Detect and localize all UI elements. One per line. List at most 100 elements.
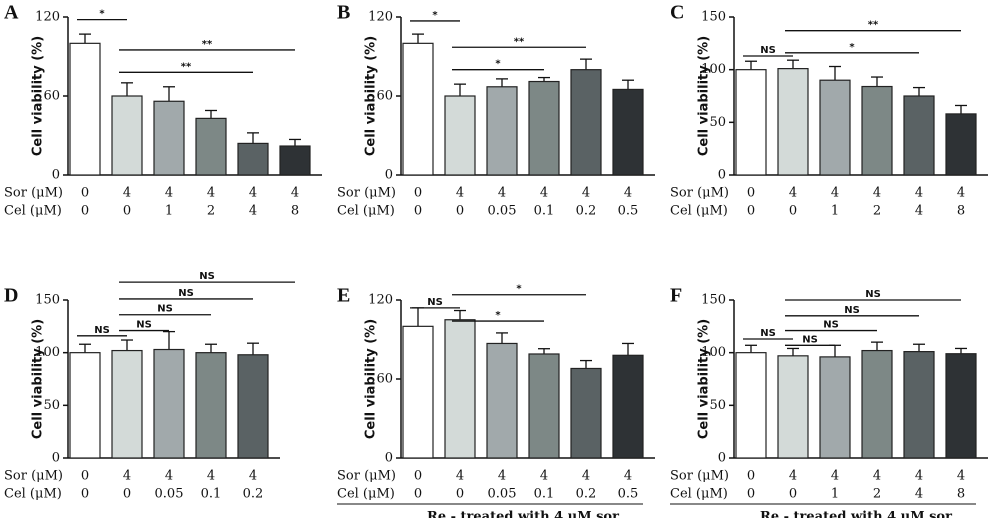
bar (735, 352, 767, 459)
condition-value: 8 (957, 204, 965, 219)
panel-letter: C (670, 2, 684, 24)
y-tick-label: 0 (718, 168, 726, 183)
y-tick-label: 100 (35, 345, 60, 360)
condition-value: 4 (582, 469, 590, 484)
significance-label: NS (844, 305, 860, 316)
y-axis-label: Cell viability (%) (364, 36, 379, 156)
significance-label: * (99, 9, 105, 20)
significance-label: NS (760, 328, 776, 339)
y-tick-label: 60 (376, 89, 393, 104)
condition-label: Cel (μM) (337, 204, 395, 219)
y-tick-label: 60 (376, 372, 393, 387)
significance-label: ** (868, 20, 879, 31)
condition-value: 4 (915, 487, 923, 502)
significance-label: NS (178, 288, 194, 299)
condition-value: 8 (291, 204, 299, 219)
condition-label: Sor (μM) (670, 469, 729, 484)
condition-value: 4 (789, 186, 797, 201)
bar (486, 86, 518, 176)
bar (279, 145, 311, 176)
condition-value: 0 (789, 204, 797, 219)
bar (237, 354, 269, 459)
condition-value: 0.5 (618, 204, 639, 219)
significance-label: NS (199, 271, 215, 282)
note: Re - treated with 4 μM sor (760, 510, 952, 518)
condition-value: 0.5 (618, 487, 639, 502)
bar (69, 42, 101, 176)
condition-value: 4 (291, 186, 299, 201)
significance-label: ** (202, 39, 213, 50)
significance-label: NS (136, 320, 152, 331)
condition-value: 8 (957, 487, 965, 502)
condition-value: 0.05 (155, 487, 184, 502)
condition-label: Cel (μM) (4, 204, 62, 219)
condition-value: 2 (873, 487, 881, 502)
condition-value: 0.05 (488, 487, 517, 502)
condition-value: 4 (540, 186, 548, 201)
condition-value: 1 (831, 487, 839, 502)
bar (237, 142, 269, 176)
y-axis-label: Cell viability (%) (364, 319, 379, 439)
condition-label: Cel (μM) (670, 487, 728, 502)
panel-letter: F (670, 285, 682, 307)
condition-value: 4 (915, 186, 923, 201)
bar (195, 117, 227, 176)
condition-value: 4 (789, 469, 797, 484)
y-tick-label: 0 (385, 168, 393, 183)
y-tick-label: 100 (701, 62, 726, 77)
condition-value: 0 (123, 487, 131, 502)
condition-value: 4 (165, 186, 173, 201)
y-tick-label: 120 (35, 10, 60, 25)
y-axis-label: Cell viability (%) (31, 319, 46, 439)
condition-value: 0 (414, 487, 422, 502)
condition-value: 4 (165, 469, 173, 484)
panel-letter: B (337, 2, 350, 24)
significance-label: ** (181, 61, 192, 72)
bar (153, 100, 185, 176)
condition-label: Sor (μM) (337, 186, 396, 201)
y-tick-label: 50 (43, 398, 60, 413)
panel-letter: E (337, 285, 350, 307)
panel: D Cell viability (%) 0 50 100 150 NS NS NS NS NS So… (4, 271, 295, 502)
condition-value: 4 (831, 186, 839, 201)
condition-value: 0 (789, 487, 797, 502)
condition-label: Cel (μM) (670, 204, 728, 219)
condition-value: 2 (873, 204, 881, 219)
condition-value: 4 (957, 469, 965, 484)
condition-value: 0 (747, 186, 755, 201)
bar (819, 356, 851, 459)
y-axis-label: Cell viability (%) (697, 36, 712, 156)
y-tick-label: 150 (701, 10, 726, 25)
significance-label: NS (94, 325, 110, 336)
bar (444, 95, 476, 176)
condition-value: 0.1 (534, 487, 555, 502)
y-tick-label: 150 (701, 293, 726, 308)
condition-value: 4 (249, 469, 257, 484)
condition-value: 1 (831, 204, 839, 219)
bar (819, 79, 851, 176)
bar (735, 69, 767, 176)
panel: E Cell viability (%) 0 60 120 NS * * Sor (μM) 0 4 4… (337, 284, 655, 518)
bar (528, 80, 560, 176)
condition-value: 0 (747, 204, 755, 219)
condition-label: Sor (μM) (337, 469, 396, 484)
bar (612, 88, 644, 176)
bar (111, 349, 143, 459)
bar (486, 342, 518, 459)
condition-value: 4 (498, 469, 506, 484)
note: Re - treated with 4 μM sor (427, 510, 619, 518)
condition-value: 4 (624, 469, 632, 484)
y-tick-label: 60 (43, 89, 60, 104)
condition-value: 2 (207, 204, 215, 219)
y-tick-label: 120 (368, 10, 393, 25)
condition-value: 4 (123, 469, 131, 484)
condition-value: 0 (414, 469, 422, 484)
condition-value: 4 (831, 469, 839, 484)
bar (153, 348, 185, 459)
condition-value: 4 (873, 469, 881, 484)
bar (777, 68, 809, 176)
y-axis-label: Cell viability (%) (697, 319, 712, 439)
significance-label: ** (514, 36, 525, 47)
